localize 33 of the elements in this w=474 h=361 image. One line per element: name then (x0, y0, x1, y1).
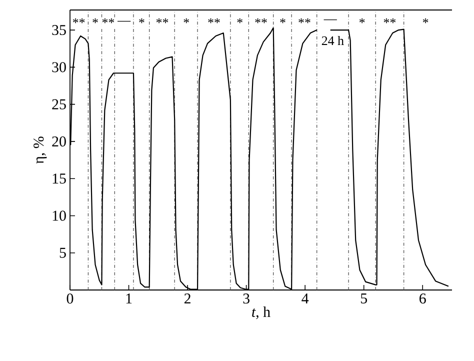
annotation: * (184, 18, 189, 24)
y-tick-label: 20 (52, 136, 66, 146)
annotation: ** (102, 18, 114, 24)
y-tick-label: 10 (52, 210, 66, 221)
annotation: * (92, 18, 98, 24)
y-tick-label: 5 (60, 248, 66, 258)
y-tick-label: 25 (52, 99, 66, 110)
annotation: — (324, 19, 337, 20)
x-tick-label: 3 (243, 294, 250, 304)
annotation: ** (255, 18, 267, 24)
x-axis-title: t, h (252, 306, 270, 320)
annotation: — (118, 20, 131, 22)
x-tick-label: 5 (360, 294, 368, 304)
annotation: ** (384, 18, 396, 24)
annotation: ** (208, 18, 220, 24)
x-tick-label: 2 (184, 294, 190, 304)
y-tick-label: 15 (52, 174, 66, 184)
annotation: * (237, 18, 242, 24)
annotation: * (422, 18, 428, 24)
annotation: * (139, 18, 144, 24)
annotation: * (280, 18, 286, 24)
x-tick-label: 6 (420, 294, 426, 304)
annotation: ** (72, 18, 85, 24)
y-tick-label: 30 (52, 62, 66, 72)
annotation: ** (156, 18, 168, 24)
y-axis-title: η, % (34, 136, 47, 164)
annotation: * (359, 18, 365, 24)
y-tick-label: 35 (52, 25, 66, 36)
x-tick-label: 0 (66, 294, 74, 304)
x-tick-label: 4 (302, 294, 309, 304)
annotation: ** (298, 18, 310, 24)
annotation: 24 h (322, 36, 344, 45)
x-tick-label: 1 (126, 294, 132, 304)
